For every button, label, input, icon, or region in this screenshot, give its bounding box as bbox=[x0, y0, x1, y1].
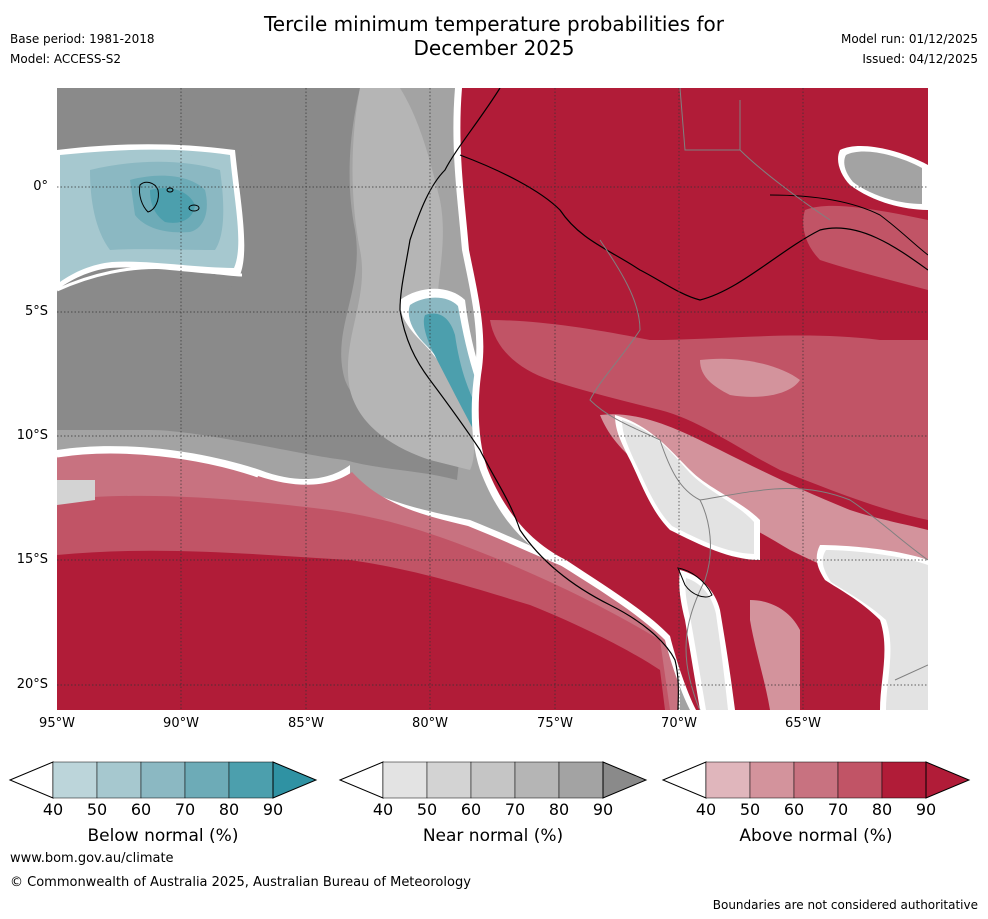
issued-date: Issued: 04/12/2025 bbox=[862, 52, 978, 66]
lat-label-10s: 10°S bbox=[16, 428, 48, 443]
cb-above-tick: 90 bbox=[915, 800, 937, 819]
cb-below-tick: 60 bbox=[130, 800, 152, 819]
cb-below-tick: 70 bbox=[174, 800, 196, 819]
lon-label-90w: 90°W bbox=[163, 716, 199, 731]
galapagos-islands bbox=[139, 181, 159, 213]
cb-near-tick: 90 bbox=[592, 800, 614, 819]
lake-titicaca bbox=[677, 567, 713, 598]
cb-above-label: Above normal (%) bbox=[739, 826, 893, 846]
map-title-line2: December 2025 bbox=[413, 36, 575, 60]
lat-label-0: 0° bbox=[33, 179, 48, 194]
cb-near-tick: 50 bbox=[416, 800, 438, 819]
cb-below-label: Below normal (%) bbox=[87, 826, 239, 846]
map-fields bbox=[57, 88, 928, 710]
lat-label-15s: 15°S bbox=[16, 552, 48, 567]
lat-label-5s: 5°S bbox=[24, 304, 48, 319]
map-title-line1: Tercile minimum temperature probabilitie… bbox=[263, 12, 725, 36]
lon-label-75w: 75°W bbox=[537, 716, 573, 731]
cb-above-tick: 60 bbox=[783, 800, 805, 819]
cb-below-tick: 80 bbox=[218, 800, 240, 819]
cb-near-label: Near normal (%) bbox=[422, 826, 564, 846]
lon-label-95w: 95°W bbox=[39, 716, 75, 731]
map-gridlines bbox=[57, 88, 928, 710]
model-run: Model run: 01/12/2025 bbox=[840, 32, 978, 46]
coastline bbox=[399, 88, 679, 710]
national-boundaries bbox=[589, 88, 928, 710]
meta-left: Base period: 1981-2018 Model: ACCESS-S2 bbox=[10, 29, 155, 69]
website-link[interactable]: www.bom.gov.au/climate bbox=[10, 851, 174, 866]
colorbar-below bbox=[8, 761, 318, 799]
base-period: Base period: 1981-2018 bbox=[10, 32, 155, 46]
lon-label-65w: 65°W bbox=[785, 716, 821, 731]
cb-below-tick: 90 bbox=[262, 800, 284, 819]
cb-near-tick: 60 bbox=[460, 800, 482, 819]
cb-above-tick: 70 bbox=[827, 800, 849, 819]
cb-below-tick: 40 bbox=[42, 800, 64, 819]
amazon-river bbox=[459, 154, 928, 301]
colorbar-near bbox=[338, 761, 648, 799]
meta-right: Model run: 01/12/2025 Issued: 04/12/2025 bbox=[841, 29, 978, 69]
colorbar-above bbox=[661, 761, 971, 799]
cb-above-tick: 80 bbox=[871, 800, 893, 819]
cb-near-tick: 40 bbox=[372, 800, 394, 819]
lat-label-20s: 20°S bbox=[16, 677, 48, 692]
cb-above-tick: 50 bbox=[739, 800, 761, 819]
cb-below-tick: 50 bbox=[86, 800, 108, 819]
map-title: Tercile minimum temperature probabilitie… bbox=[0, 12, 988, 60]
lon-label-70w: 70°W bbox=[661, 716, 697, 731]
model-name: Model: ACCESS-S2 bbox=[10, 52, 122, 66]
cb-near-tick: 70 bbox=[504, 800, 526, 819]
lon-label-85w: 85°W bbox=[288, 716, 324, 731]
copyright: © Commonwealth of Australia 2025, Austra… bbox=[10, 875, 471, 890]
lon-label-80w: 80°W bbox=[412, 716, 448, 731]
below-normal-region-coastal bbox=[408, 297, 662, 594]
disclaimer: Boundaries are not considered authoritat… bbox=[712, 898, 978, 912]
cb-above-tick: 40 bbox=[695, 800, 717, 819]
cb-near-tick: 80 bbox=[548, 800, 570, 819]
